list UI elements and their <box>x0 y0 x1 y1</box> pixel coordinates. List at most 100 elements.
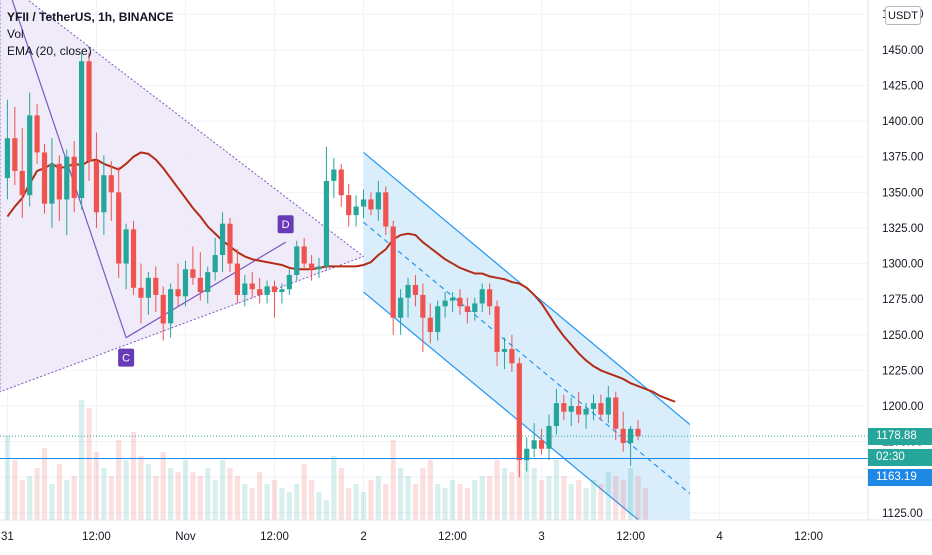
candle <box>316 257 322 278</box>
volume-bar <box>531 468 537 520</box>
candle <box>264 280 270 304</box>
candle-body <box>212 255 218 273</box>
volume-bar <box>576 480 582 520</box>
candle <box>538 428 545 455</box>
ema-indicator-label[interactable]: EMA (20, close) <box>7 44 92 58</box>
volume-bar <box>279 488 285 520</box>
y-tick-label: 1250.00 <box>882 330 924 342</box>
volume-bar <box>19 480 25 520</box>
candle-body <box>598 403 604 415</box>
currency-button[interactable]: USDT <box>885 6 921 25</box>
x-tick-label: 2 <box>360 531 366 543</box>
candle-body <box>501 349 508 352</box>
candle <box>420 283 426 352</box>
volume-bar <box>546 476 552 520</box>
candle <box>4 99 11 200</box>
candle <box>205 266 211 304</box>
candle-body <box>64 156 70 200</box>
candle-body <box>271 286 278 293</box>
candle <box>219 212 226 273</box>
candle <box>583 403 589 429</box>
candle-body <box>390 226 396 318</box>
volume-bar <box>130 432 137 520</box>
y-tick-label: 1200.00 <box>882 401 924 413</box>
volume-bar <box>79 400 85 520</box>
volume-bar <box>375 476 381 520</box>
candle-body <box>553 403 560 426</box>
candle-body <box>264 286 270 295</box>
volume-bar <box>561 476 567 520</box>
volume-bar <box>34 468 40 520</box>
candle-body <box>197 277 203 293</box>
volume-bar <box>242 484 248 520</box>
x-tick-label: 12:00 <box>82 531 111 543</box>
candle <box>442 292 448 318</box>
candle <box>294 240 300 281</box>
volume-bar <box>613 476 619 520</box>
volume-bar <box>190 472 196 520</box>
volume-bar <box>494 460 500 520</box>
candle <box>175 263 181 307</box>
volume-bar <box>449 480 456 520</box>
candle-body <box>516 363 522 461</box>
candle <box>635 420 641 441</box>
candle-body <box>19 170 25 196</box>
volume-bar <box>479 476 485 520</box>
candle <box>286 269 292 295</box>
candle <box>427 303 433 344</box>
volume-bar <box>153 476 159 520</box>
candle <box>190 246 196 285</box>
candle <box>227 217 233 273</box>
y-tick-label: 1400.00 <box>882 116 924 128</box>
candle <box>464 297 470 324</box>
volume-bar <box>101 468 107 520</box>
candle-body <box>331 169 337 181</box>
candle-body <box>605 397 611 415</box>
volume-bar <box>457 484 463 520</box>
volume-bar <box>412 484 419 520</box>
horizontal-line-price-tag: 1163.19 <box>868 469 932 486</box>
y-tick-label: 1450.00 <box>882 45 924 57</box>
candle-body <box>101 175 107 213</box>
candle-body <box>613 397 619 429</box>
volume-bar <box>353 484 359 520</box>
candle-body <box>323 180 330 267</box>
candle-body <box>205 272 211 293</box>
candle-body <box>383 192 389 227</box>
candle-body <box>56 163 62 200</box>
candle <box>553 388 560 435</box>
pattern-line <box>11 0 286 339</box>
symbol-title[interactable]: YFII / TetherUS, 1h, BINANCE <box>7 10 174 24</box>
last-price-tag: 1178.88 <box>868 428 932 445</box>
volume-bar <box>257 472 263 520</box>
volume-bar <box>590 480 597 520</box>
volume-bar <box>41 448 48 520</box>
volume-bar <box>294 484 300 520</box>
volume-indicator-label[interactable]: Vol <box>7 27 24 41</box>
pattern-point-label-d: D <box>282 219 290 231</box>
candle <box>271 280 278 318</box>
candle <box>71 141 77 213</box>
volume-bar <box>56 464 62 520</box>
candle <box>49 138 55 228</box>
countdown-tag: 02:30 <box>868 449 932 466</box>
candle-body <box>346 195 352 216</box>
volume-bar <box>93 452 100 520</box>
candle-body <box>93 160 100 213</box>
candle <box>368 192 374 216</box>
candle <box>19 128 25 218</box>
candle-body <box>398 297 404 318</box>
candle <box>598 394 604 421</box>
volume-bar <box>338 468 344 520</box>
candle <box>405 277 411 318</box>
candle-body <box>368 199 374 210</box>
y-tick-label: 1300.00 <box>882 259 924 271</box>
candle <box>123 223 129 290</box>
volume-bar <box>487 476 493 520</box>
candle-body <box>576 406 582 415</box>
candle <box>79 52 85 210</box>
candle-body <box>234 263 240 295</box>
candle <box>138 263 144 324</box>
